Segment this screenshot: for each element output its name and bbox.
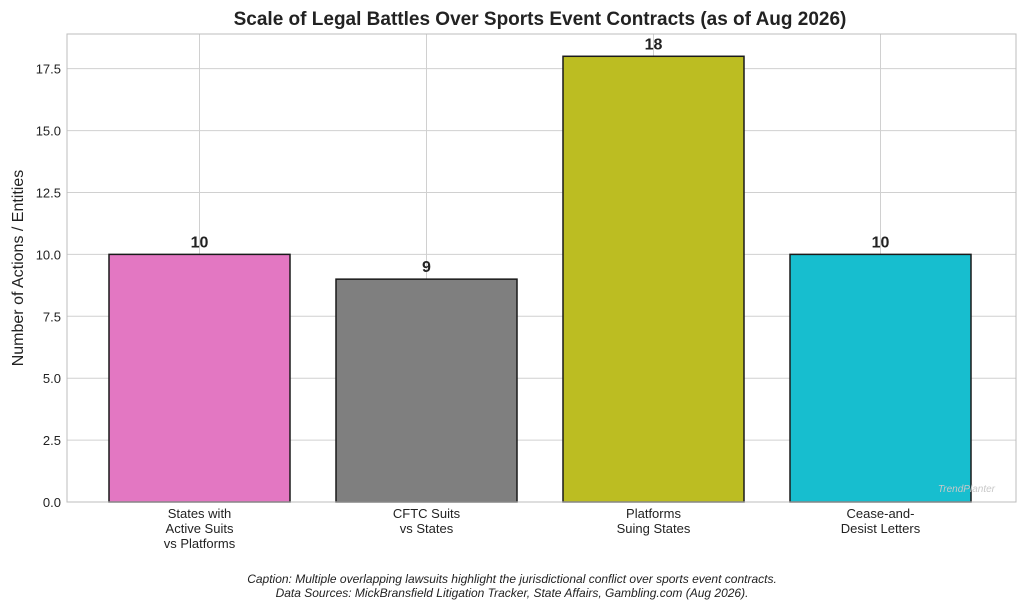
y-axis-label: Number of Actions / Entities: [10, 170, 27, 367]
chart-title: Scale of Legal Battles Over Sports Event…: [234, 9, 847, 30]
data-label: 18: [645, 36, 663, 53]
y-tick-label: 10.0: [36, 247, 61, 262]
bar: [108, 253, 291, 503]
axes: 0.0 2.5 5.0 7.5 10.0 12.5 15.0 17.5 States with A…: [36, 33, 1017, 551]
y-tick-label: 7.5: [43, 309, 61, 324]
plot-frame: [66, 33, 1017, 503]
y-tick-label: 2.5: [43, 433, 61, 448]
caption-line-2: Data Sources: MickBransfield Litigation …: [275, 586, 749, 600]
y-tick-label: 12.5: [36, 185, 61, 200]
bars: 10 9 18 10: [108, 36, 972, 503]
watermark: TrendPlanter: [938, 484, 996, 495]
data-label: 10: [191, 234, 209, 251]
x-tick-label: Platforms Suing States: [617, 506, 691, 536]
caption-line-1: Caption: Multiple overlapping lawsuits h…: [247, 572, 777, 586]
bar: [562, 55, 745, 503]
y-tick-label: 0.0: [43, 495, 61, 510]
y-tick-label: 5.0: [43, 371, 61, 386]
bar: [789, 253, 972, 503]
x-tick-label: States with Active Suits vs Platforms: [164, 506, 236, 551]
y-tick-label: 15.0: [36, 124, 61, 139]
x-tick-label: CFTC Suits vs States: [393, 506, 461, 536]
y-tick-label: 17.5: [36, 62, 61, 77]
data-label: 10: [872, 234, 890, 251]
data-label: 9: [422, 259, 431, 276]
bar: [335, 278, 518, 503]
x-tick-label: Cease-and-Desist Letters: [841, 506, 921, 536]
